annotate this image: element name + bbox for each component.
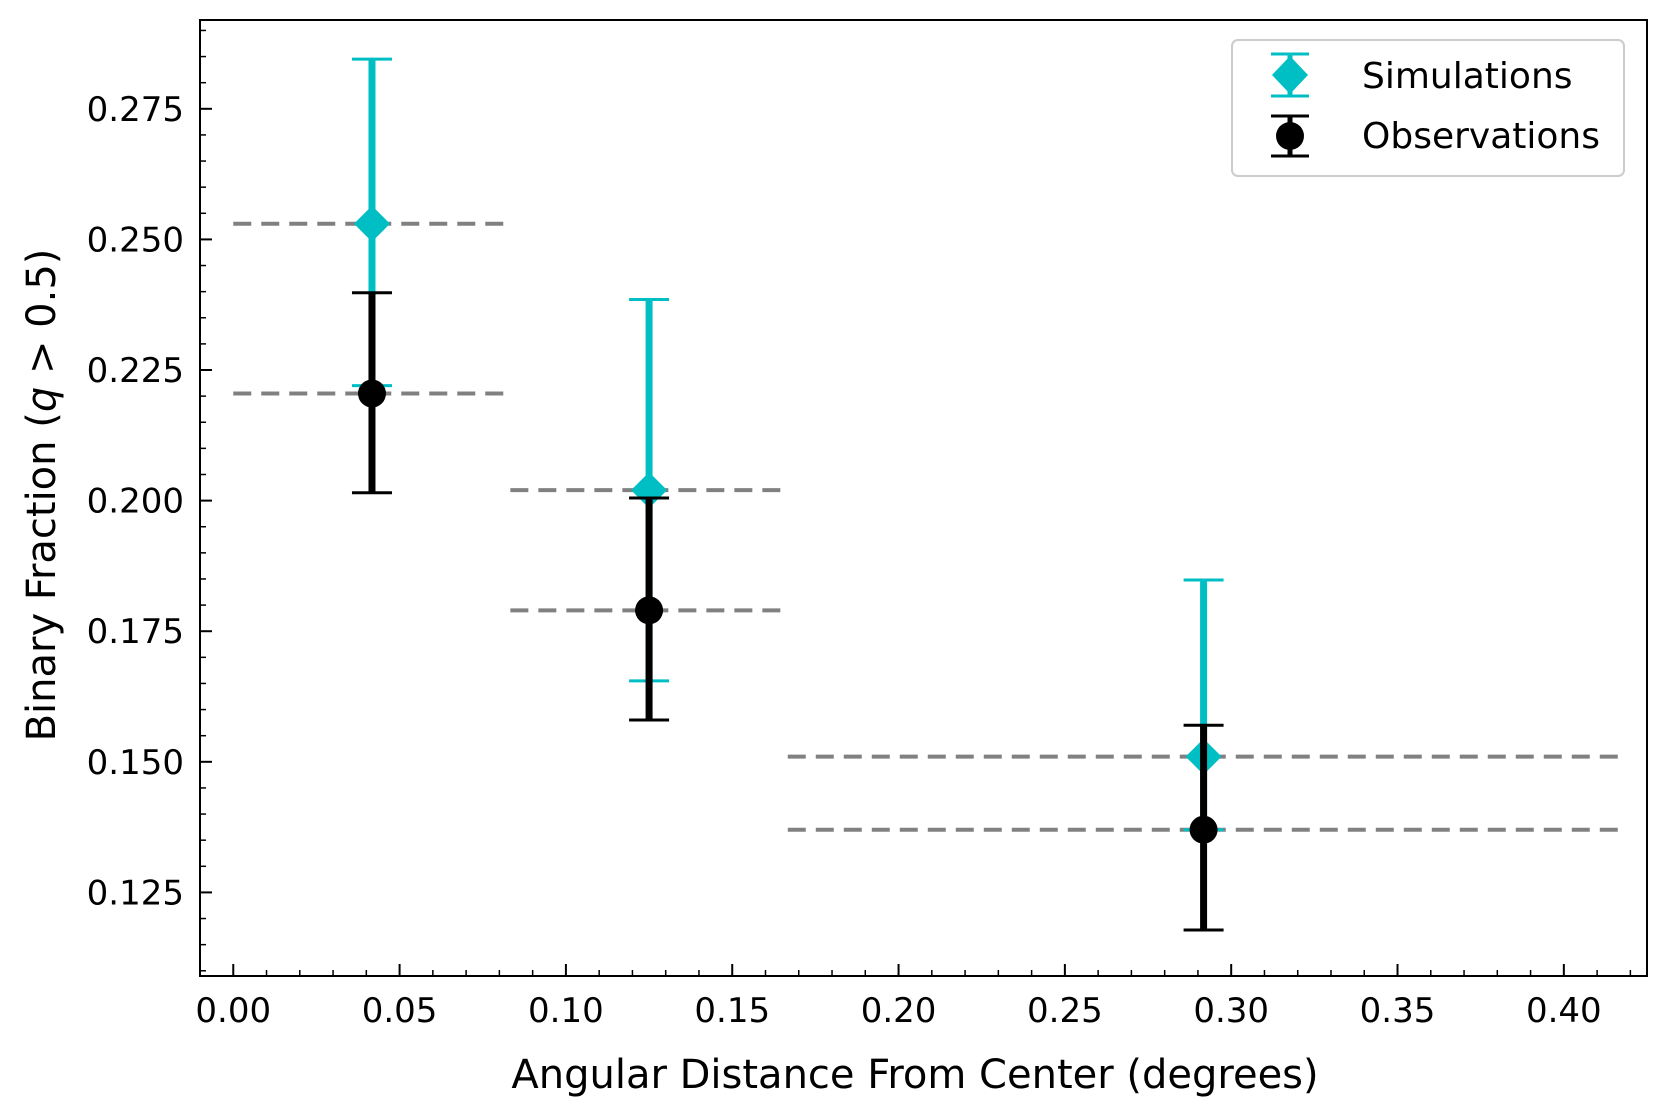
y-axis-label: Binary Fraction (q > 0.5) — [19, 249, 65, 742]
legend-box — [1231, 39, 1625, 177]
y-axis: 0.125 0.150 0.175 0.200 0.225 0.250 0.275 — [87, 29, 212, 972]
x-tick-label: 0.00 — [195, 991, 271, 1031]
x-tick-label: 0.30 — [1193, 991, 1269, 1031]
y-axis-label-prefix: Binary Fraction ( — [19, 412, 65, 741]
legend: Simulations Observations — [1231, 39, 1625, 177]
x-tick-label: 0.15 — [694, 991, 770, 1031]
x-tick-label: 0.20 — [861, 991, 937, 1031]
series-layer — [233, 57, 1620, 932]
y-tick-label: 0.275 — [87, 90, 184, 130]
y-axis-label-suffix: > 0.5) — [19, 249, 65, 387]
y-tick-label: 0.250 — [87, 220, 184, 260]
x-axis-label: Angular Distance From Center (degrees) — [511, 1052, 1318, 1098]
x-tick-label: 0.40 — [1526, 991, 1602, 1031]
observation-point — [357, 379, 386, 408]
legend-observations-marker — [1271, 114, 1309, 158]
y-tick-label: 0.150 — [87, 743, 184, 783]
circle-marker-icon — [1276, 122, 1304, 150]
y-tick-label: 0.225 — [87, 351, 184, 391]
y-tick-label: 0.125 — [87, 873, 184, 913]
plot-area — [199, 19, 1648, 977]
legend-simulations-label: Simulations — [1362, 56, 1573, 97]
x-tick-label: 0.25 — [1027, 991, 1103, 1031]
diamond-marker-icon — [1272, 56, 1308, 94]
x-axis: 0.00 0.05 0.10 0.15 0.20 0.25 0.30 0.35 0.40 — [195, 964, 1632, 1031]
legend-simulations-marker — [1271, 52, 1309, 98]
x-tick-label: 0.10 — [528, 991, 604, 1031]
legend-observations-label: Observations — [1362, 116, 1600, 157]
x-tick-label: 0.05 — [362, 991, 438, 1031]
observation-point — [635, 596, 664, 625]
y-tick-label: 0.200 — [87, 482, 184, 522]
y-tick-label: 0.175 — [87, 612, 184, 652]
observation-point — [1189, 815, 1218, 844]
x-tick-label: 0.35 — [1360, 991, 1436, 1031]
y-axis-label-variable: q — [19, 387, 65, 412]
simulation-point — [353, 205, 390, 242]
plot-frame — [199, 19, 1648, 977]
